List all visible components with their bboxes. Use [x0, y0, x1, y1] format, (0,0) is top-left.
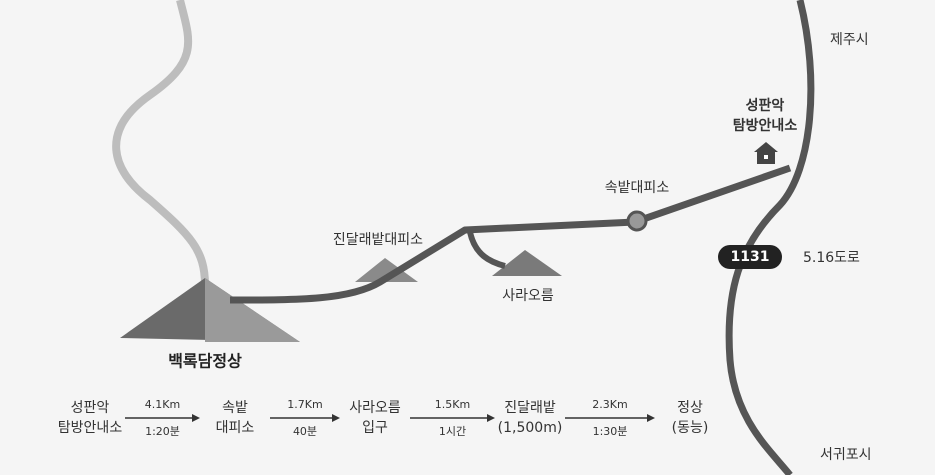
route-branch: [467, 231, 506, 269]
arrow-head: [647, 414, 655, 422]
stop-label: 사라오름: [349, 400, 401, 416]
stop-label: 입구: [362, 420, 388, 436]
mountain-small: [492, 250, 562, 276]
road-number: 1131: [731, 249, 770, 265]
arrow-head: [332, 414, 340, 422]
road-badge: [718, 245, 782, 269]
leg-distance: 1.7Km: [287, 398, 322, 411]
leg-distance: 1.5Km: [435, 398, 470, 411]
trail-road: [112, 0, 209, 286]
place-label: 사라오름: [502, 288, 554, 304]
shelter-marker: [626, 210, 648, 232]
place-label: 속밭대피소: [605, 180, 670, 196]
place-label: 진달래밭대피소: [333, 232, 423, 248]
place-label: 백록담정상: [168, 352, 242, 371]
stop-label: 정상: [677, 400, 703, 416]
stop-label: (1,500m): [498, 420, 563, 436]
stop-label: 진달래밭: [504, 400, 556, 416]
arrow-head: [192, 414, 200, 422]
place-label: 서귀포시: [820, 447, 872, 463]
house-icon: [754, 142, 778, 164]
road-name: 5.16도로: [803, 250, 860, 266]
stop-label: 성판악: [71, 400, 110, 416]
leg-time: 1:20분: [145, 425, 180, 438]
summit-mountain-shade: [205, 278, 300, 342]
mountain-small: [355, 258, 418, 282]
leg-distance: 4.1Km: [145, 398, 180, 411]
leg-distance: 2.3Km: [592, 398, 627, 411]
route-line: [229, 164, 792, 304]
arrow-head: [487, 414, 495, 422]
place-label: 탐방안내소: [733, 117, 798, 134]
leg-time: 1시간: [439, 425, 466, 438]
stop-label: 대피소: [216, 420, 255, 436]
stop-label: 탐방안내소: [58, 420, 123, 436]
place-label: 성판악: [746, 97, 785, 114]
leg-time: 40분: [293, 425, 317, 438]
place-label: 제주시: [830, 32, 869, 48]
stop-label: (동능): [672, 420, 709, 436]
stop-label: 속밭: [222, 400, 248, 416]
leg-time: 1:30분: [593, 425, 628, 438]
